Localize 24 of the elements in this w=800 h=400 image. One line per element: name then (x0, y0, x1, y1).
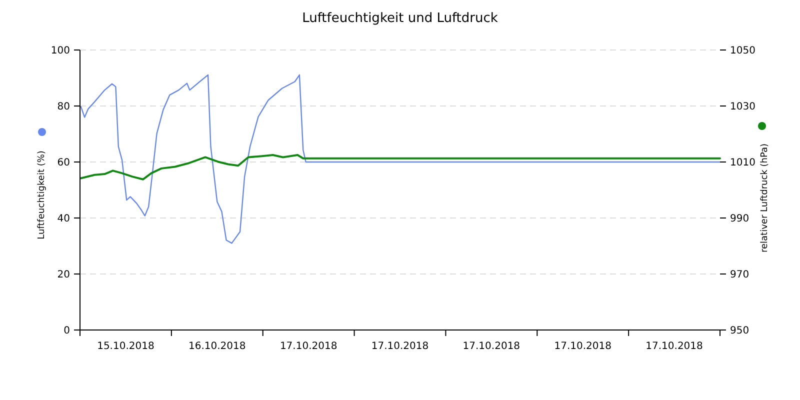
x-tick-label: 15.10.2018 (97, 341, 154, 352)
y-tick-label: 100 (50, 46, 70, 56)
y-axis-title: Luftfeuchtigkeit (%) (37, 150, 47, 240)
y2-tick-label: 1030 (730, 102, 756, 112)
y-tick-label: 80 (57, 102, 70, 112)
x-tick-label: 17.10.2018 (371, 341, 429, 352)
x-tick-label: 17.10.2018 (462, 341, 520, 352)
x-tick-label: 17.10.2018 (646, 341, 703, 352)
y2-tick-label: 1010 (730, 158, 756, 168)
y2-axis-title: relativer Luftdruck (hPa) (760, 143, 770, 253)
x-tick-label: 17.10.2018 (280, 341, 338, 352)
y-tick-label: 0 (64, 326, 70, 336)
x-tick-label: 17.10.2018 (554, 341, 612, 352)
y2-tick-label: 990 (730, 214, 750, 224)
chart-title: Luftfeuchtigkeit und Luftdruck (302, 11, 498, 26)
y-tick-label: 40 (57, 214, 70, 224)
y2-tick-label: 950 (730, 326, 750, 336)
y-tick-label: 60 (57, 158, 70, 168)
line-series (80, 154, 721, 180)
line-series (80, 74, 721, 244)
y-tick-label: 20 (57, 270, 70, 280)
x-tick-label: 16.10.2018 (188, 341, 246, 352)
y2-tick-label: 970 (730, 270, 750, 280)
y2-tick-label: 1050 (730, 46, 756, 56)
